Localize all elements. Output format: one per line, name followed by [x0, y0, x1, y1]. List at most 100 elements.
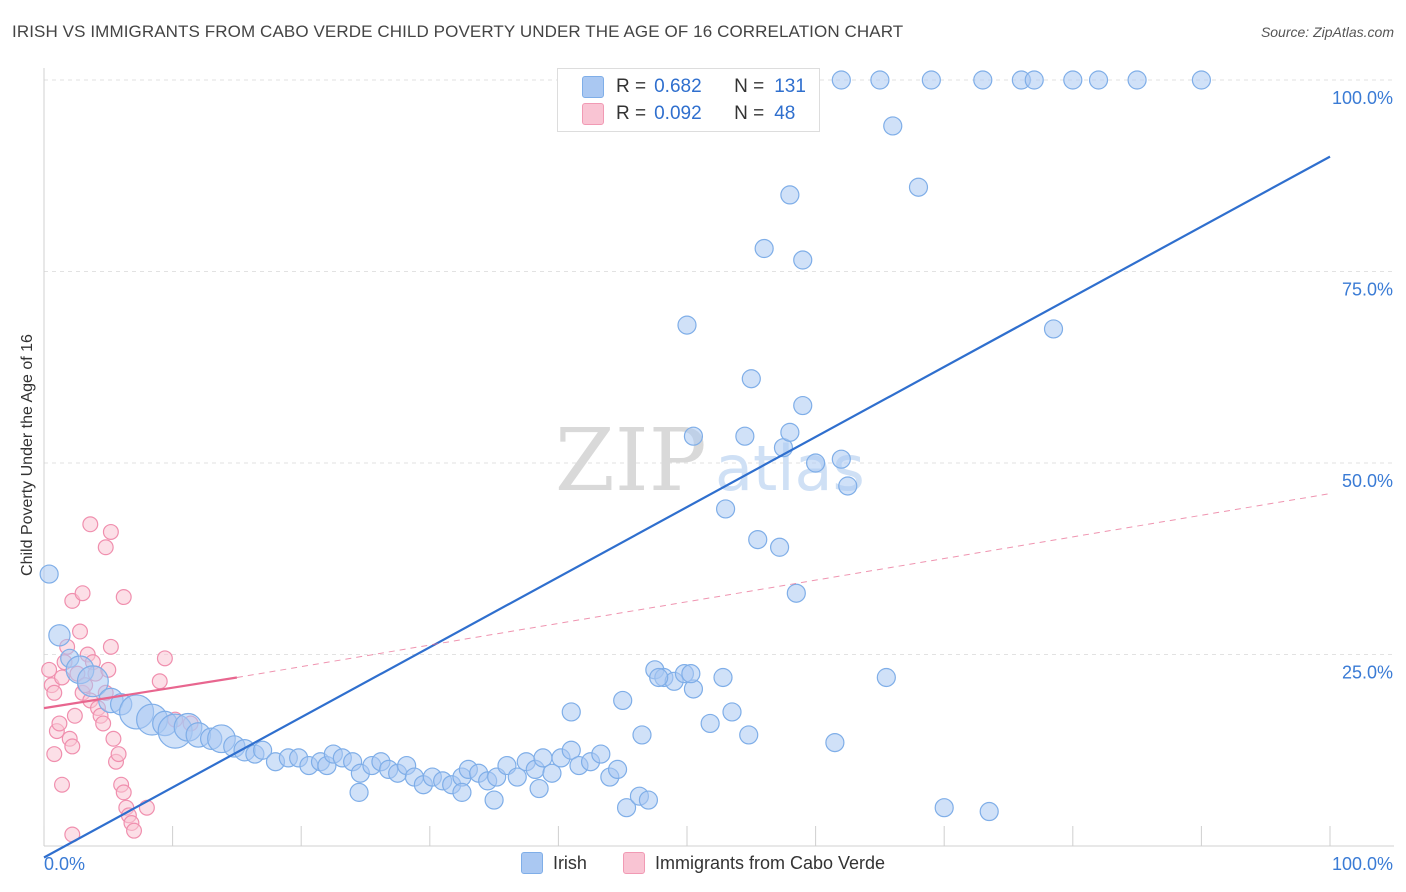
irish-point [883, 116, 903, 136]
cabo-point [126, 822, 143, 839]
irish-n-label: N = [734, 76, 765, 97]
irish-point [722, 702, 742, 722]
irish-point [973, 70, 993, 90]
cabo-point [156, 650, 173, 667]
irish-point [561, 740, 581, 760]
cabo-swatch [582, 103, 604, 125]
irish-r-value: 0.682 [654, 76, 702, 97]
irish-point [48, 624, 71, 647]
irish-point [793, 395, 813, 416]
irish-legend-swatch [520, 852, 543, 874]
irish-point [1191, 70, 1212, 90]
irish-point [754, 238, 774, 259]
cabo-point [115, 589, 132, 606]
cabo-point [105, 730, 122, 747]
irish-point [484, 790, 504, 810]
irish-point [979, 801, 999, 822]
legend-row-irish: R = 0.682 N = 131 [582, 76, 806, 98]
irish-point [507, 767, 527, 787]
cabo-point [54, 776, 71, 793]
tick-labels: 25.0% 50.0% 75.0% 100.0% 0.0% 100.0% [44, 88, 1393, 874]
irish-point [638, 790, 659, 810]
irish-swatch [582, 76, 604, 98]
watermark-zip: ZIP [555, 411, 707, 511]
irish-point [741, 369, 761, 389]
irish-point [683, 426, 704, 446]
irish-point [870, 70, 890, 90]
cabo-n-label: N = [734, 103, 765, 124]
irish-point [542, 763, 562, 783]
cabo-point [51, 715, 68, 732]
cabo-point [95, 715, 112, 732]
irish-point [607, 759, 628, 780]
irish-point [715, 499, 736, 519]
cabo-point [74, 585, 91, 602]
cabo-point [41, 661, 58, 678]
irish-n-value: 131 [774, 76, 806, 97]
y-tick-label: 25.0% [1342, 663, 1393, 683]
cabo-trend-extension [236, 493, 1331, 678]
cabo-point [110, 746, 127, 763]
irish-point [613, 690, 633, 711]
cabo-point [82, 516, 99, 533]
cabo-point [46, 746, 63, 763]
irish-point [735, 426, 755, 446]
cabo-point [102, 638, 119, 655]
correlation-legend: R = 0.682 N = 131 R = 0.092 N = 48 [557, 68, 820, 132]
cabo-legend-label: Immigrants from Cabo Verde [654, 852, 886, 873]
cabo-n-value: 48 [774, 103, 796, 124]
y-tick-label: 75.0% [1342, 280, 1393, 300]
x-tick-label: 0.0% [44, 854, 85, 874]
irish-point [349, 782, 369, 802]
irish-trend-line [43, 155, 1331, 859]
irish-point [825, 732, 845, 753]
irish-point [76, 665, 109, 698]
cabo-point [66, 707, 83, 724]
irish-point [39, 564, 59, 584]
irish-point [616, 798, 637, 818]
irish-point [713, 667, 733, 688]
series-legend: Irish Immigrants from Cabo Verde [0, 852, 1406, 874]
cabo-point [102, 523, 119, 540]
irish-point [793, 250, 813, 270]
cabo-r-label: R = [616, 103, 647, 124]
irish-legend-label: Irish [552, 852, 587, 873]
irish-point [681, 664, 701, 684]
irish-point [591, 744, 611, 764]
irish-point [649, 667, 669, 688]
irish-point [739, 725, 759, 745]
irish-point [934, 798, 954, 818]
irish-point [253, 740, 273, 760]
irish-point [1127, 70, 1147, 90]
irish-point [908, 177, 929, 197]
irish-point [748, 529, 768, 550]
irish-point [1024, 70, 1044, 90]
cabo-point [64, 738, 81, 755]
irish-point [876, 667, 896, 688]
irish-point [561, 702, 581, 722]
cabo-point [97, 539, 114, 556]
irish-point [700, 713, 720, 734]
source-label: Source: ZipAtlas.com [1260, 24, 1394, 40]
irish-point [632, 725, 652, 745]
cabo-r-value: 0.092 [654, 103, 702, 124]
legend-item-irish[interactable]: Irish [520, 852, 587, 874]
irish-point [838, 476, 858, 496]
data-points [39, 70, 1212, 843]
irish-point [1088, 70, 1109, 90]
cabo-point [46, 684, 63, 701]
legend-item-cabo[interactable]: Immigrants from Cabo Verde [622, 852, 886, 874]
irish-point [780, 185, 800, 205]
cabo-point [151, 673, 168, 690]
irish-point [529, 778, 549, 799]
irish-point [677, 315, 697, 335]
trend-lines [43, 155, 1331, 859]
cabo-legend-swatch [622, 852, 645, 874]
irish-point [1043, 319, 1064, 339]
irish-r-label: R = [616, 76, 647, 97]
y-tick-label: 100.0% [1332, 88, 1393, 108]
cabo-point [72, 623, 89, 640]
irish-point [769, 537, 790, 557]
irish-point [831, 70, 851, 90]
